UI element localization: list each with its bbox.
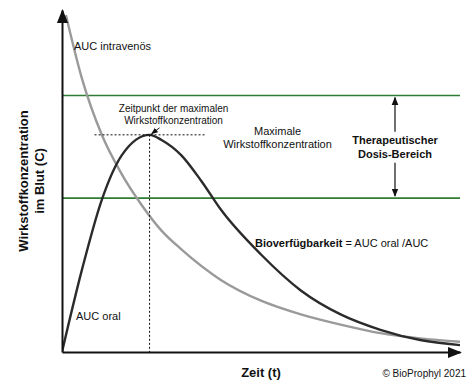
- annotation-arrow: [152, 128, 160, 134]
- x-axis: [63, 352, 461, 353]
- plot-area: [62, 15, 460, 352]
- annotation: Wirkstoffkonzentration: [223, 138, 332, 150]
- chart: Zeit (t) Wirkstoffkonzentrationim Blut (C…: [0, 0, 474, 390]
- credit: © BioProphyl 2021: [382, 368, 466, 379]
- series-label: AUC oral: [76, 310, 121, 322]
- peak-time-line: [149, 135, 150, 352]
- series-label: AUC intravenös: [74, 40, 152, 52]
- curve: [62, 135, 460, 352]
- annotation: Wirkstoffkonzentration: [124, 115, 223, 126]
- peak-value-line: [95, 134, 205, 135]
- axis-line: [62, 11, 64, 353]
- range-line: [62, 95, 460, 97]
- annotation: Maximale: [254, 125, 301, 137]
- annotation: Zeitpunkt der maximalen: [119, 103, 229, 114]
- curve: [66, 15, 460, 342]
- range-lines: [62, 96, 460, 199]
- range-arrow: [394, 98, 395, 132]
- annotation: Bioverfügbarkeit = AUC oral /AUC: [255, 237, 428, 249]
- axis-line: [63, 352, 461, 354]
- range-label: TherapeutischerDosis-Bereich: [352, 134, 438, 160]
- x-axis-title: Zeit (t): [241, 365, 281, 380]
- y-axis-title: Wirkstoffkonzentrationim Blut (C): [16, 110, 47, 251]
- y-axis: [62, 11, 63, 353]
- range-line: [62, 197, 460, 199]
- range-arrow: [394, 163, 395, 196]
